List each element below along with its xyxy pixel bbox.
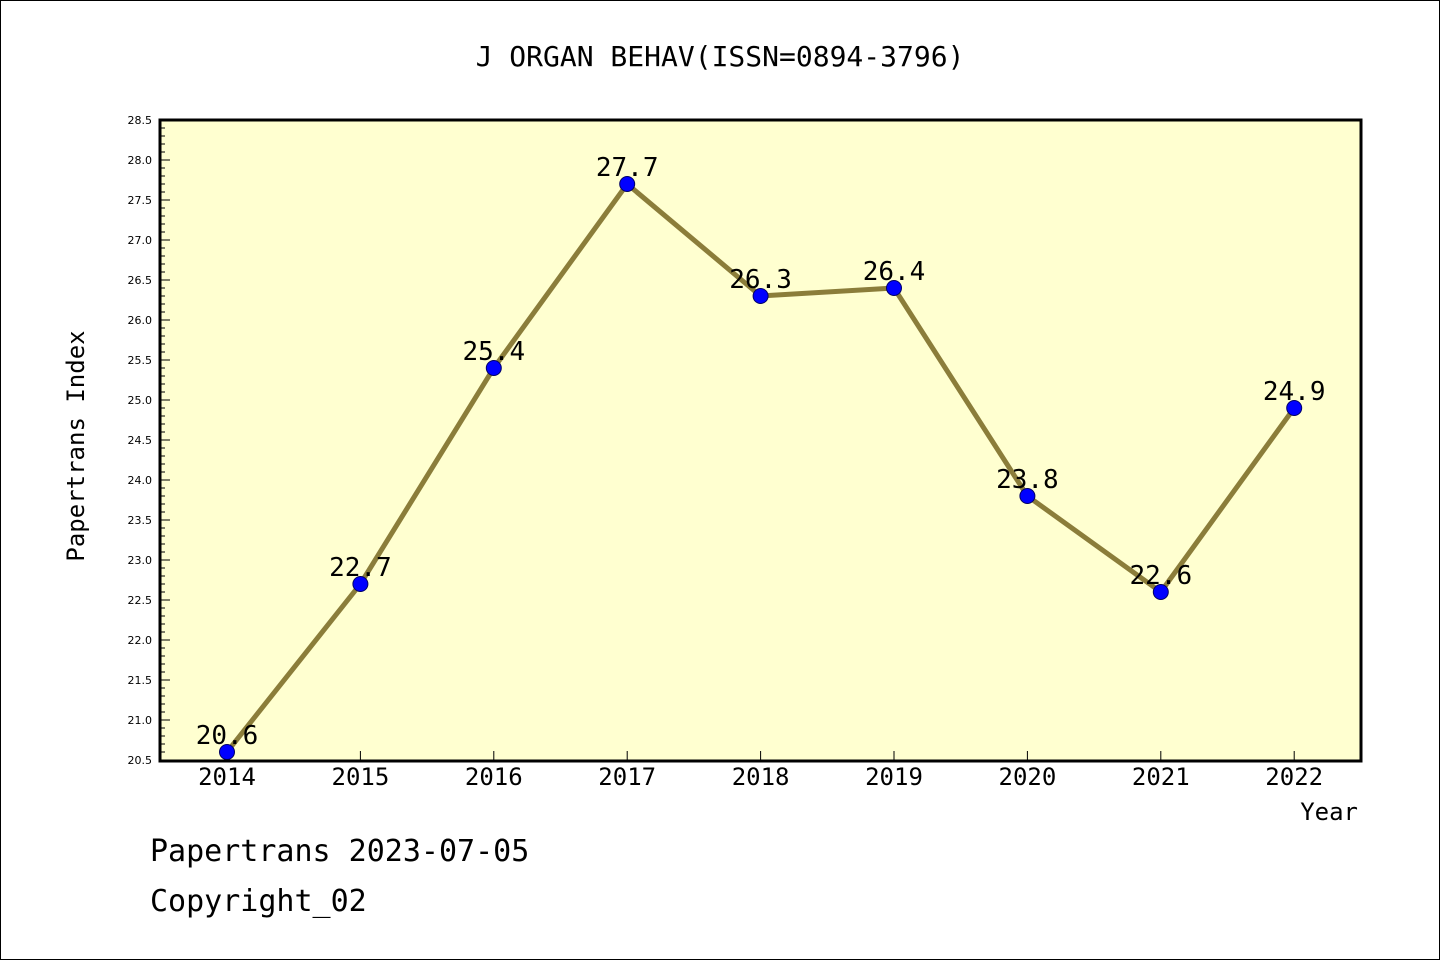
y-tick-label: 26.0 xyxy=(128,314,153,327)
data-label: 26.3 xyxy=(729,265,792,295)
y-tick-label: 25.5 xyxy=(128,354,153,367)
data-point xyxy=(485,360,502,376)
data-label: 22.7 xyxy=(329,553,392,583)
data-label: 26.4 xyxy=(863,257,926,287)
x-axis-label: Year xyxy=(1300,798,1358,826)
y-tick-label: 28.5 xyxy=(128,114,153,127)
data-label: 23.8 xyxy=(996,465,1059,495)
y-tick-label: 22.5 xyxy=(128,594,153,607)
y-tick-label: 26.5 xyxy=(128,274,153,287)
y-tick-label: 20.5 xyxy=(128,754,153,767)
y-tick-label: 21.5 xyxy=(128,674,153,687)
plot-area xyxy=(160,120,1361,761)
data-point xyxy=(619,176,636,192)
y-tick-label: 23.0 xyxy=(128,554,153,567)
y-tick-label: 28.0 xyxy=(128,154,153,167)
data-point xyxy=(352,576,369,592)
y-tick-label: 27.0 xyxy=(128,234,153,247)
y-axis-label: Papertrans Index xyxy=(62,330,90,561)
data-label: 27.7 xyxy=(596,153,659,183)
data-point xyxy=(752,288,769,304)
data-point xyxy=(1019,488,1036,504)
y-tick-label: 23.5 xyxy=(128,514,153,527)
y-tick-label: 25.0 xyxy=(128,394,153,407)
data-labels: 20.6 22.7 25.4 27.7 26.3 26.4 23.8 22.6 24.9 xyxy=(196,153,1326,751)
x-tick-label: 2020 xyxy=(999,763,1057,791)
data-label: 20.6 xyxy=(196,721,259,751)
chart-title: J ORGAN BEHAV(ISSN=0894-3796) xyxy=(476,40,965,73)
y-tick-label: 21.0 xyxy=(128,714,153,727)
x-tick-label: 2022 xyxy=(1265,763,1323,791)
data-point xyxy=(1286,400,1303,416)
x-tick-label: 2018 xyxy=(732,763,790,791)
x-tick-label: 2021 xyxy=(1132,763,1190,791)
x-axis: 2014 2015 2016 2017 2018 2019 2020 2021 2022 xyxy=(198,751,1323,791)
y-tick-label: 24.0 xyxy=(128,474,153,487)
data-label: 24.9 xyxy=(1263,377,1326,407)
y-tick-label: 22.0 xyxy=(128,634,153,647)
y-tick-label: 24.5 xyxy=(128,434,153,447)
x-tick-label: 2016 xyxy=(465,763,523,791)
footer-date-text: Papertrans 2023-07-05 xyxy=(150,834,530,869)
data-point xyxy=(1152,584,1169,600)
y-axis: 20.5 21.0 21.5 22.0 22.5 23.0 23.5 24.0 24.5 25.0… xyxy=(128,114,170,767)
x-tick-label: 2019 xyxy=(865,763,923,791)
x-tick-label: 2014 xyxy=(198,763,256,791)
footer-copyright-text: Copyright_02 xyxy=(150,884,367,919)
x-tick-label: 2015 xyxy=(332,763,390,791)
data-point xyxy=(886,280,902,296)
data-label: 25.4 xyxy=(462,337,525,367)
data-label: 22.6 xyxy=(1129,561,1192,591)
data-points xyxy=(219,176,1303,760)
y-tick-label: 27.5 xyxy=(128,194,153,207)
x-tick-label: 2017 xyxy=(598,763,656,791)
plot-border xyxy=(158,118,1363,763)
